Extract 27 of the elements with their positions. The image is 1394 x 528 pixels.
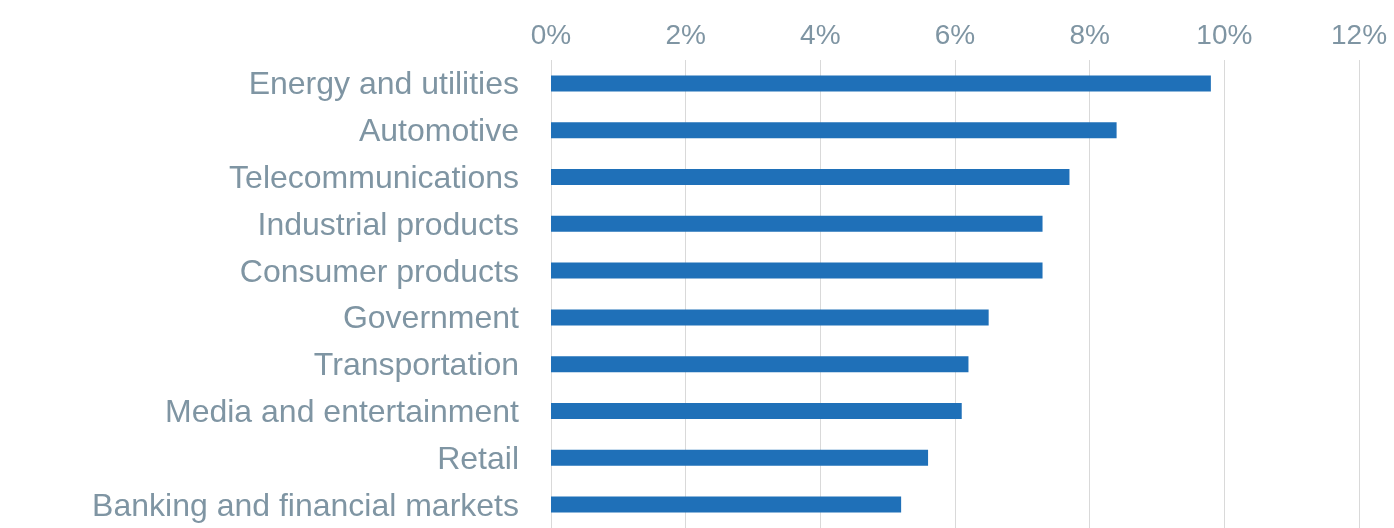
bar [551,169,1070,185]
y-tick-label: Consumer products [239,252,519,289]
bar [551,215,1043,232]
bar [551,449,929,466]
bar [551,309,989,326]
x-tick-label: 0% [530,18,572,50]
bar [551,262,1043,279]
bar [551,122,1117,139]
bar [551,75,1211,92]
bar [551,403,962,419]
y-tick-label: Retail [437,439,519,476]
x-tick-label: 12% [1330,18,1388,50]
y-tick-label: Telecommunications [229,159,519,195]
y-tick-label: Energy and utilities [248,65,519,102]
x-tick-label: 10% [1196,18,1253,50]
x-tick-label: 4% [800,18,841,50]
bar [551,356,969,373]
x-tick-label: 6% [934,18,976,50]
y-tick-label: Transportation [313,346,519,383]
y-tick-label: Banking and financial markets [92,486,519,523]
x-tick-label: 2% [665,18,706,50]
x-tick-label: 8% [1069,18,1110,50]
y-tick-label: Government [342,299,520,336]
y-tick-label: Media and entertainment [165,393,520,429]
y-tick-label: Automotive [358,112,519,149]
y-tick-label: Industrial products [257,205,519,242]
bar [551,496,902,513]
